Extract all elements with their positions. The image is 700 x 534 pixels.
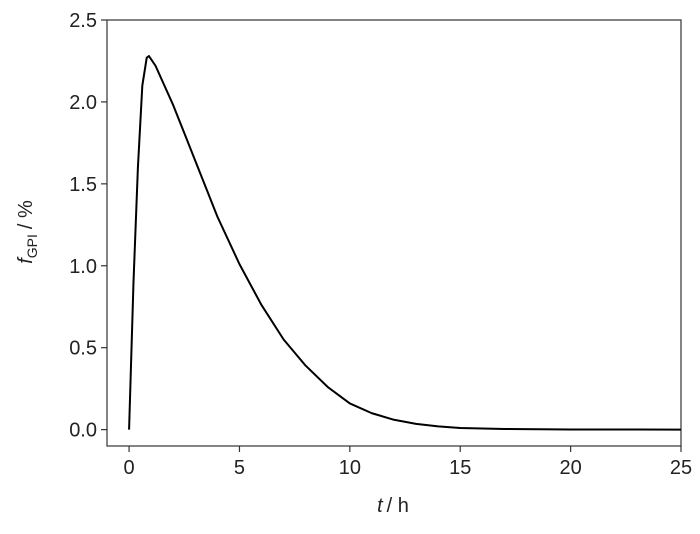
x-tick-label: 0 <box>124 457 135 479</box>
y-tick-label: 1.5 <box>69 174 97 196</box>
y-tick-label: 0.0 <box>69 420 97 442</box>
y-axis-label: fGPI / % <box>15 200 40 264</box>
x-label-unit: / h <box>387 495 409 517</box>
y-tick-label: 2.5 <box>69 10 97 32</box>
y-label-unit: / % <box>15 200 37 229</box>
x-label-symbol: t <box>377 495 384 517</box>
x-axis-label: t / h <box>377 495 409 517</box>
y-tick-label: 2.0 <box>69 92 97 114</box>
y-tick-label: 0.5 <box>69 338 97 360</box>
plot-frame <box>106 19 682 447</box>
x-tick-label: 5 <box>234 457 245 479</box>
x-tick-label: 25 <box>670 457 692 479</box>
y-label-symbol: f <box>15 256 37 264</box>
y-tick-label: 1.0 <box>69 256 97 278</box>
x-tick-label: 10 <box>339 457 361 479</box>
data-line <box>128 55 682 431</box>
y-label-subscript: GPI <box>24 234 40 258</box>
x-tick-label: 20 <box>559 457 581 479</box>
x-tick-label: 15 <box>449 457 471 479</box>
